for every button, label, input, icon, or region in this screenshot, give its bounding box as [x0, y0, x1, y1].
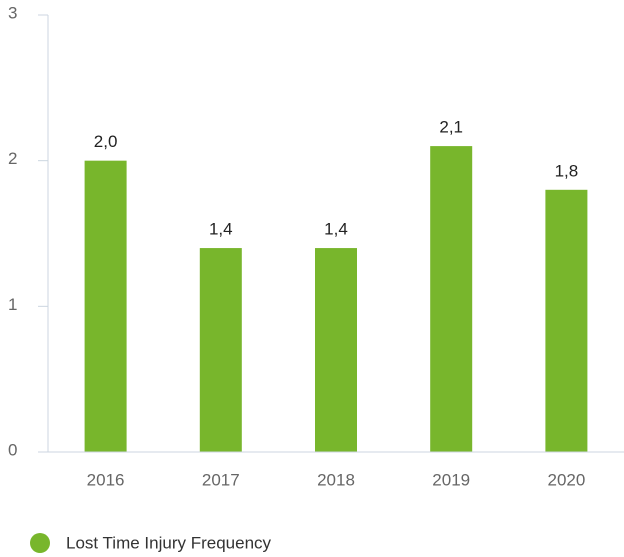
y-tick-label: 0 [8, 440, 17, 459]
bar [84, 160, 127, 452]
x-tick-label: 2017 [202, 470, 240, 489]
bar [199, 248, 242, 452]
y-tick-label: 1 [8, 295, 17, 314]
x-tick-label: 2020 [547, 470, 585, 489]
y-tick-label: 3 [8, 3, 17, 22]
data-label: 2,1 [439, 118, 463, 137]
bar [430, 146, 473, 452]
bar [315, 248, 357, 452]
data-label: 2,0 [94, 132, 118, 151]
x-tick-label: 2019 [432, 470, 470, 489]
data-label: 1,8 [555, 161, 579, 180]
legend-label: Lost Time Injury Frequency [66, 533, 272, 552]
y-tick-label: 2 [8, 149, 17, 168]
legend-marker [30, 533, 50, 553]
x-tick-label: 2016 [87, 470, 125, 489]
bar [545, 189, 588, 453]
data-label: 1,4 [209, 220, 233, 239]
data-label: 1,4 [324, 220, 348, 239]
x-tick-label: 2018 [317, 470, 355, 489]
